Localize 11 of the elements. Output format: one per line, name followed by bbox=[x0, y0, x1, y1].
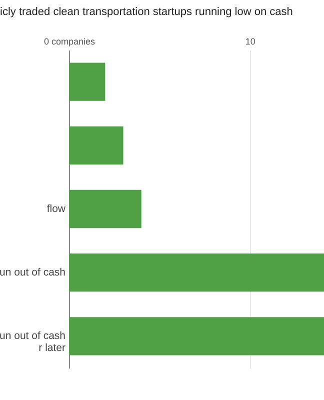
bar bbox=[69, 126, 124, 164]
x-tick-label: 10 bbox=[245, 36, 256, 46]
x-tick-label: 0 companies bbox=[44, 36, 96, 46]
bar bbox=[69, 190, 142, 228]
bar bbox=[69, 317, 324, 356]
y-tick-label: un out of cash bbox=[0, 266, 66, 279]
chart-title: icly traded clean transportation startups running low on cash bbox=[0, 6, 293, 18]
bar bbox=[69, 254, 324, 292]
bar bbox=[69, 62, 106, 101]
y-tick-label: un out of cash r later bbox=[0, 330, 66, 354]
y-tick-label: flow bbox=[46, 203, 66, 215]
